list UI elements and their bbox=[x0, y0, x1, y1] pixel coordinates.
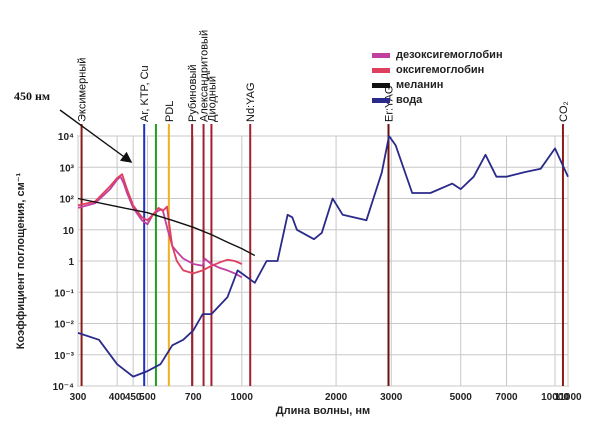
y-tick-label: 10 bbox=[63, 226, 75, 237]
y-tick-label: 10² bbox=[60, 195, 75, 206]
x-tick-label: 300 bbox=[70, 392, 87, 403]
series-line bbox=[77, 173, 243, 275]
y-tick-label: 10⁻¹ bbox=[54, 288, 74, 299]
y-tick-label: 10³ bbox=[60, 163, 75, 174]
x-tick-label: 11000 bbox=[554, 392, 582, 403]
legend: дезоксигемоглобин оксигемоглобин меланин во… bbox=[372, 49, 503, 106]
y-tick-label: 1 bbox=[68, 257, 74, 268]
grid bbox=[77, 135, 569, 387]
legend-label: оксигемоглобин bbox=[396, 64, 484, 76]
x-tick-label: 1000 bbox=[231, 392, 254, 403]
series-lines bbox=[77, 135, 569, 378]
legend-label: вода bbox=[396, 94, 423, 106]
laser-lines: Эксимерный Ar, KTP, Cu PDL Рубиновый Алексан… bbox=[77, 30, 570, 386]
annotations: 450 нм bbox=[14, 89, 133, 163]
legend-swatch bbox=[372, 83, 390, 88]
laser-label: Ar, KTP, Cu bbox=[139, 65, 151, 122]
legend-label: меланин bbox=[396, 79, 443, 91]
y-axis-title: Коэффициент поглощения, см⁻¹ bbox=[15, 172, 27, 349]
series-line bbox=[77, 175, 243, 279]
laser-label: Диодный bbox=[206, 76, 218, 122]
series-line bbox=[77, 197, 256, 257]
x-tick-label: 500 bbox=[139, 392, 156, 403]
x-tick-label: 700 bbox=[185, 392, 202, 403]
x-tick-label: 5000 bbox=[450, 392, 473, 403]
legend-swatch bbox=[372, 68, 390, 73]
x-tick-label: 3000 bbox=[380, 392, 403, 403]
x-tick-label: 2000 bbox=[325, 392, 348, 403]
series-line bbox=[77, 135, 569, 378]
laser-label: Nd:YAG bbox=[245, 82, 257, 122]
legend-label: дезоксигемоглобин bbox=[396, 49, 503, 61]
x-tick-label: 400 bbox=[109, 392, 126, 403]
annotation-arrow bbox=[59, 109, 133, 163]
laser-label: Рубиновый bbox=[187, 65, 199, 123]
legend-swatch bbox=[372, 53, 390, 58]
x-tick-label: 10000 bbox=[541, 392, 569, 403]
x-tick-label: 7000 bbox=[495, 392, 518, 403]
y-tick-label: 10⁻³ bbox=[54, 351, 74, 362]
laser-label: PDL bbox=[164, 101, 176, 122]
y-tick-label: 10⁻⁴ bbox=[53, 382, 74, 393]
legend-swatch bbox=[372, 98, 390, 103]
laser-label: Er:YAG bbox=[383, 86, 395, 122]
laser-label: Эксимерный bbox=[77, 58, 89, 122]
laser-label: Александритовый bbox=[199, 30, 211, 122]
x-tick-label: 450 bbox=[125, 392, 142, 403]
x-axis-title: Длина волны, нм bbox=[276, 405, 370, 417]
y-tick-label: 10⁴ bbox=[58, 132, 74, 143]
laser-label: CO₂ bbox=[558, 101, 570, 122]
annotation-label: 450 нм bbox=[14, 89, 50, 103]
y-tick-label: 10⁻² bbox=[54, 320, 74, 331]
